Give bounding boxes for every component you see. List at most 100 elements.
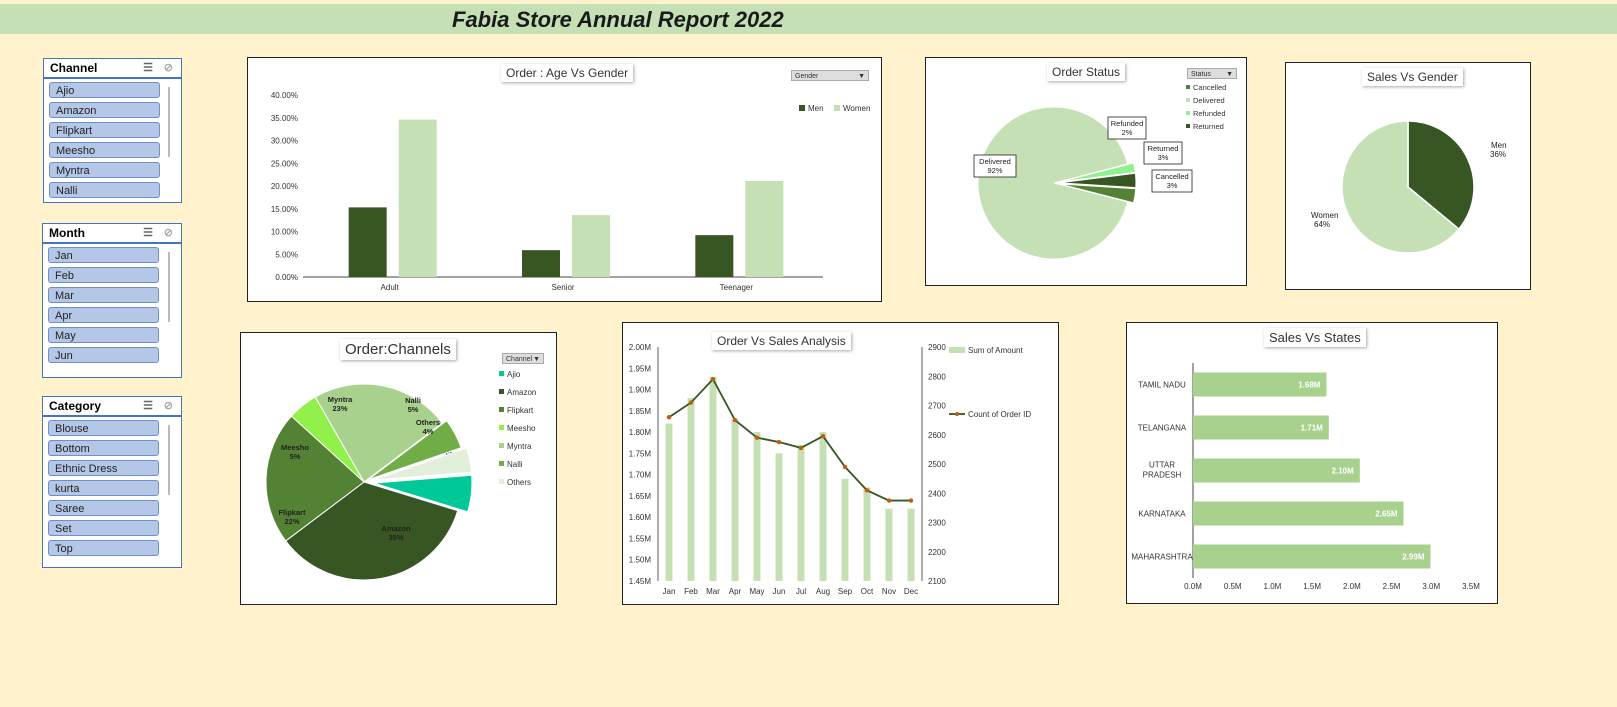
slicer-item[interactable]: Jan: [48, 247, 159, 263]
bar-sum-of-amount: [819, 432, 827, 581]
line-marker: [864, 488, 870, 493]
pie-slice-ajio: [373, 474, 473, 513]
status-filter-button[interactable]: Status ▼: [1187, 68, 1237, 79]
slicer-item[interactable]: Myntra: [49, 162, 160, 178]
sales-states-svg: 1.68M TAMIL NADU 1.71M TELANGANA 2.10M UTTARP…: [1131, 363, 1480, 591]
y-right-tick-label: 2700: [928, 402, 946, 411]
category-slicer[interactable]: Category ☰ ⊘ Blouse Bottom Ethnic Dress kurta…: [42, 396, 182, 568]
data-label-pct: 5%: [408, 405, 419, 414]
legend-swatch: [1186, 98, 1190, 102]
y-left-tick-label: 1.50M: [629, 556, 652, 565]
y-tick-label: TELANGANA: [1138, 424, 1187, 433]
gender-filter-button[interactable]: Gender ▼: [791, 70, 869, 81]
slicer-item[interactable]: Feb: [48, 267, 159, 283]
slicer-title: Channel: [50, 61, 98, 75]
slicer-item[interactable]: Bottom: [48, 440, 159, 456]
slicer-item[interactable]: Ethnic Dress: [48, 460, 159, 476]
legend-swatch: [499, 425, 504, 430]
slicer-item[interactable]: Top: [48, 540, 159, 556]
age-gender-chart-panel: Order : Age Vs Gender Gender ▼ 0.00% 5.00%…: [247, 57, 882, 302]
y-right-tick-label: 2600: [928, 431, 946, 440]
data-callout: [1151, 169, 1193, 193]
data-label-pct: 2%: [1122, 128, 1133, 137]
x-tick-label: Oct: [861, 587, 874, 596]
y-tick-label: KARNATAKA: [1138, 510, 1186, 519]
x-tick-label: Mar: [706, 587, 720, 596]
y-tick-label: 30.00%: [271, 137, 298, 146]
y-left-tick-label: 1.90M: [629, 386, 652, 395]
bar-sum-of-amount: [687, 398, 695, 581]
line-marker: [842, 464, 848, 470]
order-channels-chart-panel: Order:Channels Channel▼ Ajio6%Amazon35%F…: [240, 332, 557, 605]
month-slicer[interactable]: Month ☰ ⊘ Jan Feb Mar Apr May Jun: [42, 223, 182, 378]
slicer-item[interactable]: Saree: [48, 500, 159, 516]
data-callout: [1143, 141, 1183, 165]
chart-title: Order Status: [1047, 63, 1126, 81]
slicer-item[interactable]: kurta: [48, 480, 159, 496]
slicer-item[interactable]: Jun: [48, 347, 159, 363]
legend-swatch: [499, 479, 504, 484]
slicer-item[interactable]: Apr: [48, 307, 159, 323]
slicer-item[interactable]: Blouse: [48, 420, 159, 436]
slicer-header: Month ☰ ⊘: [43, 224, 181, 244]
y-right-tick-label: 2200: [928, 548, 946, 557]
slicer-item[interactable]: Meesho: [49, 142, 160, 158]
slicer-item[interactable]: Nalli: [49, 182, 160, 198]
slicer-item[interactable]: Set: [48, 520, 159, 536]
data-label-name: Nalli: [405, 396, 421, 405]
title-bar: Fabia Store Annual Report 2022: [0, 4, 1617, 34]
clear-filter-icon[interactable]: ⊘: [163, 400, 173, 412]
bar-men: [522, 250, 560, 277]
bar-sum-of-amount: [907, 508, 915, 581]
multi-select-icon[interactable]: ☰: [143, 62, 153, 74]
dropdown-icon: ▼: [858, 73, 865, 80]
bar-sum-of-amount: [709, 376, 717, 581]
legend-swatch: [499, 443, 504, 448]
bar-sum-of-amount: [731, 419, 739, 581]
channel-slicer[interactable]: Channel ☰ ⊘ Ajio Amazon Flipkart Meesho Myntra…: [43, 58, 182, 203]
y-right-tick-label: 2500: [928, 460, 946, 469]
slicer-scrollbar[interactable]: [168, 252, 170, 322]
y-left-tick-label: 1.65M: [629, 492, 652, 501]
data-label-pct: 4%: [423, 427, 434, 436]
y-tick-label: TAMIL NADU: [1138, 381, 1186, 390]
data-label-name: Refunded: [1111, 119, 1144, 128]
legend-swatch: [499, 389, 504, 394]
slicer-item[interactable]: May: [48, 327, 159, 343]
slicer-item[interactable]: Flipkart: [49, 122, 160, 138]
pie-slice-cancelled: [1059, 183, 1137, 204]
bar-sum-of-amount: [775, 453, 783, 581]
clear-filter-icon[interactable]: ⊘: [163, 227, 173, 239]
legend-swatch: [834, 105, 840, 111]
multi-select-icon[interactable]: ☰: [143, 227, 153, 239]
bar-women: [572, 215, 610, 277]
x-tick-label: 0.0M: [1184, 582, 1202, 591]
y-tick-label: 10.00%: [271, 228, 298, 237]
legend-swatch: [799, 105, 805, 111]
data-label-name: Amazon: [381, 524, 411, 533]
y-left-tick-label: 1.75M: [629, 449, 652, 458]
clear-filter-icon[interactable]: ⊘: [163, 62, 173, 74]
legend-label: Cancelled: [1193, 83, 1226, 92]
y-left-tick-label: 1.85M: [629, 407, 652, 416]
x-tick-label: 1.0M: [1264, 582, 1282, 591]
multi-select-icon[interactable]: ☰: [143, 400, 153, 412]
legend-label: Ajio: [507, 370, 521, 379]
slicer-scrollbar[interactable]: [168, 87, 170, 157]
legend-swatch: [1186, 111, 1190, 115]
x-tick-label: 2.5M: [1383, 582, 1401, 591]
pie-slice-women: [1341, 120, 1460, 254]
slicer-scrollbar[interactable]: [168, 425, 170, 495]
line-marker: [776, 439, 782, 445]
slicer-item[interactable]: Mar: [48, 287, 159, 303]
line-marker: [886, 498, 892, 503]
channel-filter-button[interactable]: Channel ▼: [502, 353, 544, 364]
slicer-item[interactable]: Amazon: [49, 102, 160, 118]
order-sales-svg: 1.45M 1.50M 1.55M 1.60M 1.65M 1.70M 1.75M 1.80M…: [629, 343, 1032, 596]
x-tick-label: Senior: [551, 283, 574, 292]
x-tick-label: Sep: [838, 587, 853, 596]
y-right-tick-label: 2900: [928, 343, 946, 352]
data-label-name: Meesho: [281, 443, 309, 452]
slicer-item[interactable]: Ajio: [49, 82, 160, 98]
y-tick-label: UTTAR: [1149, 461, 1175, 470]
